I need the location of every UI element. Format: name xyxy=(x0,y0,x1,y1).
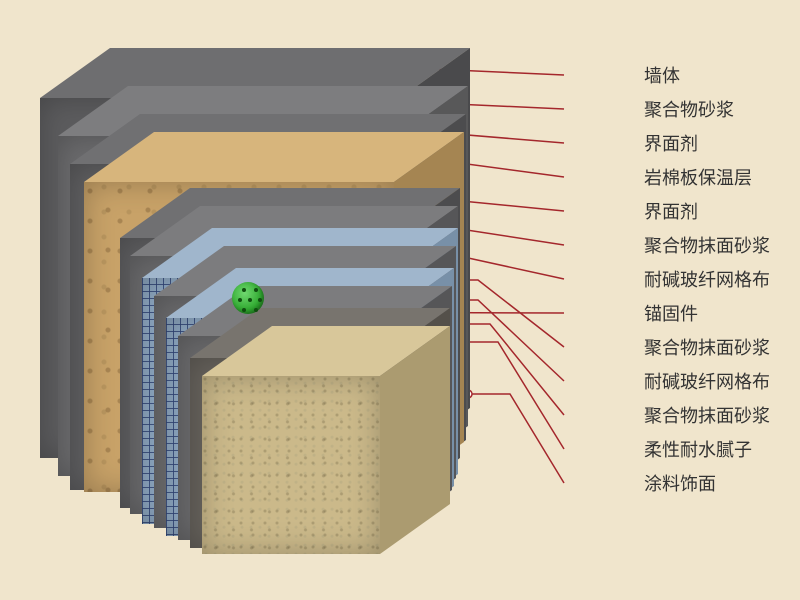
label-row: 界面剂 xyxy=(644,126,770,160)
layer-label: 岩棉板保温层 xyxy=(644,164,752,190)
label-row: 锚固件 xyxy=(644,296,770,330)
layer-label: 聚合物抹面砂浆 xyxy=(644,402,770,428)
label-row: 涂料饰面 xyxy=(644,466,770,500)
label-row: 聚合物抹面砂浆 xyxy=(644,398,770,432)
layer-label: 涂料饰面 xyxy=(644,470,716,496)
label-row: 界面剂 xyxy=(644,194,770,228)
label-row: 耐碱玻纤网格布 xyxy=(644,364,770,398)
label-row: 聚合物抹面砂浆 xyxy=(644,330,770,364)
label-list: 墙体聚合物砂浆界面剂岩棉板保温层界面剂聚合物抹面砂浆耐碱玻纤网格布锚固件聚合物抹… xyxy=(644,58,770,500)
layer-label: 界面剂 xyxy=(644,198,698,224)
label-row: 聚合物抹面砂浆 xyxy=(644,228,770,262)
wall-layers-diagram xyxy=(40,50,520,550)
label-row: 柔性耐水腻子 xyxy=(644,432,770,466)
label-row: 岩棉板保温层 xyxy=(644,160,770,194)
layer-label: 界面剂 xyxy=(644,130,698,156)
label-row: 耐碱玻纤网格布 xyxy=(644,262,770,296)
layer-label: 耐碱玻纤网格布 xyxy=(644,266,770,292)
label-row: 墙体 xyxy=(644,58,770,92)
layer-label: 墙体 xyxy=(644,62,680,88)
layer-label: 聚合物砂浆 xyxy=(644,96,734,122)
layer-label: 锚固件 xyxy=(644,300,698,326)
anchor-fastener xyxy=(232,282,264,314)
layer-label: 聚合物抹面砂浆 xyxy=(644,334,770,360)
layer-label: 耐碱玻纤网格布 xyxy=(644,368,770,394)
layer-label: 聚合物抹面砂浆 xyxy=(644,232,770,258)
layer-label: 柔性耐水腻子 xyxy=(644,436,752,462)
label-row: 聚合物砂浆 xyxy=(644,92,770,126)
